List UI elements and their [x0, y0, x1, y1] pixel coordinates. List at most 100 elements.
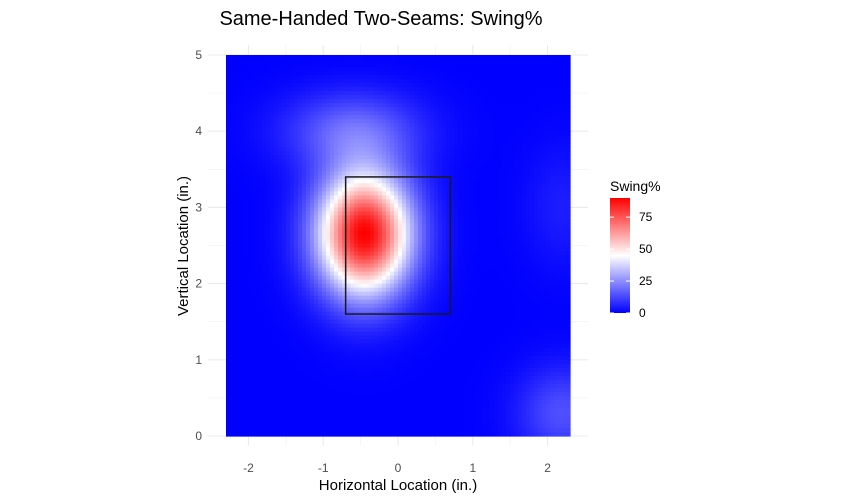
- heat-cell: [334, 151, 339, 156]
- heat-cell: [410, 151, 415, 156]
- heat-cell: [398, 259, 403, 265]
- heat-cell: [406, 187, 411, 192]
- heat-cell: [302, 239, 307, 245]
- heat-cell: [402, 355, 407, 361]
- heat-cell: [386, 87, 391, 92]
- heat-cell: [318, 119, 323, 124]
- heat-cell: [346, 183, 351, 188]
- heat-cell: [390, 283, 395, 289]
- heat-cell: [302, 279, 307, 285]
- heat-cell: [306, 243, 311, 249]
- heat-cell: [338, 131, 343, 136]
- heat-cell: [354, 419, 359, 425]
- heat-cell: [350, 231, 355, 237]
- heat-cell: [318, 287, 323, 293]
- heat-cell: [294, 59, 299, 64]
- heat-cell: [402, 351, 407, 357]
- heat-cell: [382, 63, 387, 68]
- heat-cell: [302, 291, 307, 297]
- heat-cell: [330, 163, 335, 168]
- heat-cell: [278, 163, 283, 168]
- heat-cell: [342, 187, 347, 192]
- heat-cell: [226, 431, 231, 437]
- heat-cell: [418, 255, 423, 261]
- heat-cell: [270, 115, 275, 120]
- heat-cell: [318, 75, 323, 80]
- heat-cell: [298, 331, 303, 337]
- heat-cell: [242, 275, 247, 281]
- heat-cell: [394, 327, 399, 333]
- heat-cell: [326, 315, 331, 321]
- heat-cell: [362, 271, 367, 277]
- heat-cell: [358, 147, 363, 152]
- heat-cell: [382, 379, 387, 385]
- heat-cell: [254, 271, 259, 277]
- heat-cell: [306, 359, 311, 365]
- heat-cell: [414, 427, 419, 433]
- heat-cell: [274, 363, 279, 369]
- heat-cell: [314, 407, 319, 413]
- heat-cell: [370, 203, 375, 208]
- heat-cell: [234, 67, 239, 72]
- heat-cell: [422, 159, 427, 164]
- heat-cell: [262, 287, 267, 293]
- heat-cell: [390, 247, 395, 253]
- heat-cell: [418, 203, 423, 208]
- heat-cell: [230, 119, 235, 124]
- heat-cell: [238, 263, 243, 269]
- heat-cell: [406, 123, 411, 128]
- heat-cell: [254, 419, 259, 425]
- heat-cell: [274, 151, 279, 156]
- heat-cell: [250, 103, 255, 108]
- heat-cell: [274, 227, 279, 233]
- heat-cell: [262, 255, 267, 261]
- heat-cell: [282, 179, 287, 184]
- heat-cell: [358, 103, 363, 108]
- heat-cell: [322, 335, 327, 341]
- heat-cell: [306, 167, 311, 172]
- heat-cell: [278, 147, 283, 152]
- heat-cell: [282, 415, 287, 421]
- heat-cell: [246, 423, 251, 429]
- heat-cell: [378, 59, 383, 64]
- heat-cell: [238, 379, 243, 385]
- heat-cell: [330, 415, 335, 421]
- heat-cell: [382, 295, 387, 301]
- heat-cell: [270, 127, 275, 132]
- heat-cell: [322, 243, 327, 249]
- heat-cell: [298, 223, 303, 229]
- heat-cell: [262, 375, 267, 381]
- heat-cell: [266, 223, 271, 229]
- heat-cell: [246, 371, 251, 377]
- heat-cell: [266, 299, 271, 305]
- heat-cell: [386, 375, 391, 381]
- heat-cell: [242, 331, 247, 337]
- heat-cell: [402, 427, 407, 433]
- heat-cell: [298, 379, 303, 385]
- heat-cell: [362, 355, 367, 361]
- heat-cell: [362, 63, 367, 68]
- heat-cell: [414, 243, 419, 249]
- heat-cell: [394, 159, 399, 164]
- heat-cell: [286, 419, 291, 425]
- heat-cell: [358, 403, 363, 409]
- heat-cell: [234, 155, 239, 160]
- heat-cell: [290, 303, 295, 309]
- heat-cell: [226, 55, 231, 60]
- heat-cell: [226, 199, 231, 204]
- heat-cell: [274, 343, 279, 349]
- heat-cell: [382, 259, 387, 265]
- heat-cell: [286, 99, 291, 104]
- heat-cell: [286, 83, 291, 88]
- heat-cell: [258, 127, 263, 132]
- heat-cell: [322, 299, 327, 305]
- heat-cell: [342, 115, 347, 120]
- heat-cell: [250, 243, 255, 249]
- heat-cell: [230, 159, 235, 164]
- heat-cell: [366, 415, 371, 421]
- heat-cell: [430, 243, 435, 249]
- heat-cell: [246, 283, 251, 289]
- heat-cell: [302, 119, 307, 124]
- heat-cell: [266, 139, 271, 144]
- heat-cell: [318, 219, 323, 225]
